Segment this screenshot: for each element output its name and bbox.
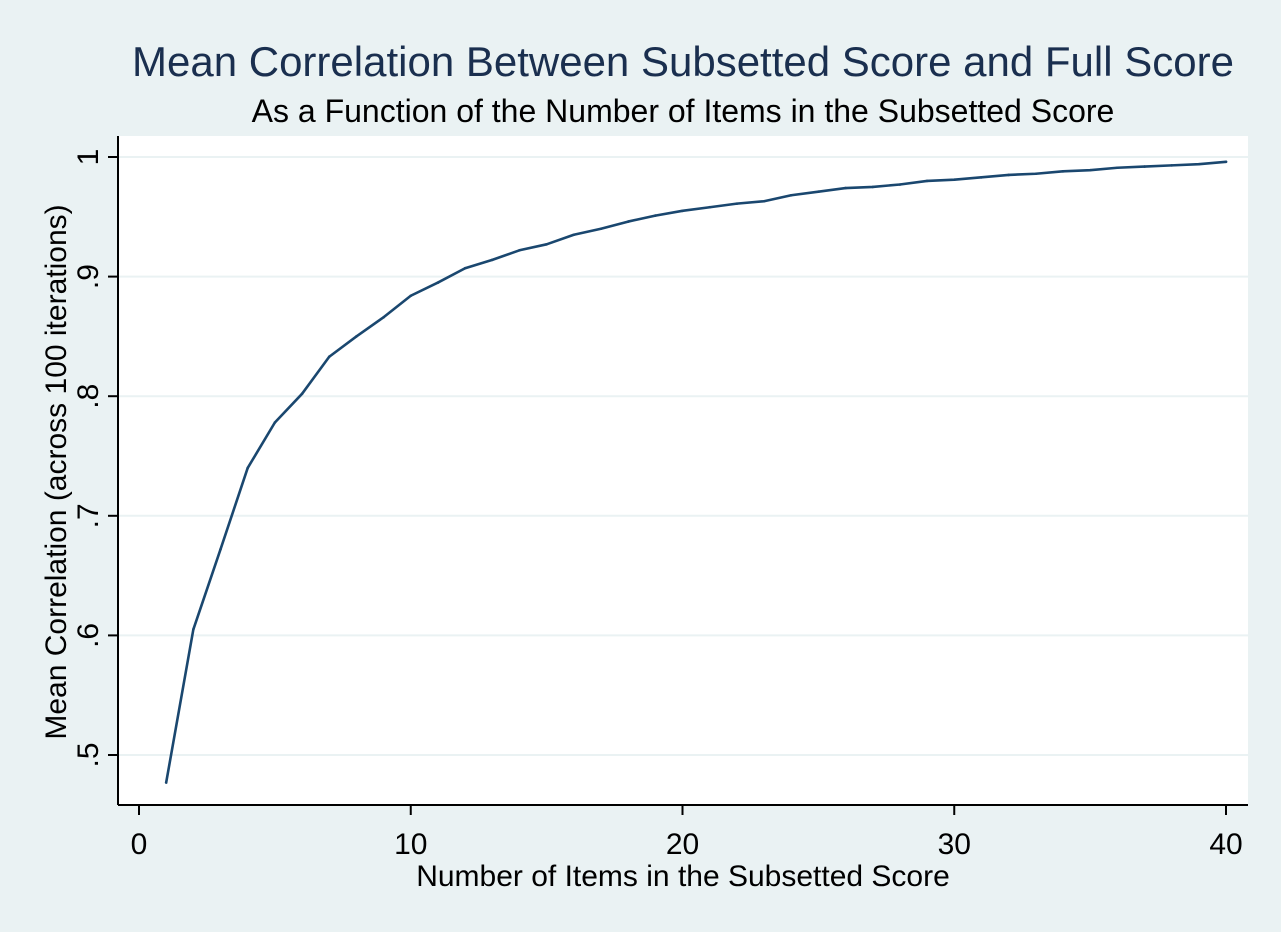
data-point (789, 193, 793, 197)
data-point (817, 190, 820, 193)
chart-title: Mean Correlation Between Subsetted Score… (132, 38, 1234, 85)
x-tick-label: 0 (131, 828, 148, 861)
data-point (246, 466, 249, 470)
data-point (844, 186, 847, 190)
data-point (1170, 164, 1173, 167)
data-point (1007, 173, 1010, 177)
data-point (382, 315, 385, 319)
plot-area (118, 136, 1248, 805)
data-point (409, 294, 413, 298)
x-tick-label: 30 (938, 828, 971, 861)
data-point (1224, 160, 1228, 164)
data-point (898, 183, 902, 186)
data-point (762, 199, 766, 203)
data-point (490, 258, 494, 262)
data-point (192, 628, 195, 631)
data-point (436, 281, 440, 284)
data-point (1143, 165, 1146, 168)
y-tick-label: .9 (72, 264, 105, 289)
data-point (735, 202, 739, 205)
y-axis-title: Mean Correlation (across 100 iterations) (40, 204, 73, 739)
data-point (1061, 170, 1065, 173)
y-tick-label: .7 (72, 503, 105, 528)
x-tick-label: 10 (394, 828, 427, 861)
data-point (1088, 168, 1092, 172)
x-axis-title: Number of Items in the Subsetted Score (416, 860, 950, 893)
data-point (980, 176, 983, 179)
y-tick-label: 1 (72, 149, 105, 166)
data-point (1034, 172, 1038, 176)
data-point (164, 781, 168, 784)
data-point (545, 243, 548, 246)
x-tick-label: 20 (666, 828, 699, 861)
chart-subtitle: As a Function of the Number of Items in … (252, 93, 1115, 129)
data-point (1116, 166, 1119, 170)
data-point (1197, 162, 1201, 166)
data-point (273, 421, 277, 424)
data-point (599, 227, 603, 231)
data-point (327, 355, 331, 359)
data-point (952, 178, 956, 182)
x-tick-label: 40 (1209, 828, 1242, 861)
y-tick-label: .5 (72, 742, 105, 767)
grid-lines (118, 156, 1248, 756)
data-point (681, 209, 684, 213)
data-point (654, 214, 657, 217)
y-tick-label: .8 (72, 384, 105, 409)
y-axis-ticks: .5 .6 .7 .8 .9 1 (72, 149, 118, 768)
x-axis-ticks: 0 10 20 30 40 (131, 805, 1243, 861)
data-point (626, 220, 630, 223)
data-point (463, 266, 467, 270)
series-group (164, 160, 1228, 784)
y-tick-label: .6 (72, 623, 105, 648)
series-line (164, 160, 1228, 784)
data-point (572, 233, 576, 237)
data-point (219, 547, 222, 551)
data-point (871, 185, 875, 189)
data-point (925, 179, 929, 183)
data-point (708, 205, 711, 209)
data-point (355, 335, 358, 338)
data-point (300, 392, 304, 396)
data-point (518, 248, 521, 252)
